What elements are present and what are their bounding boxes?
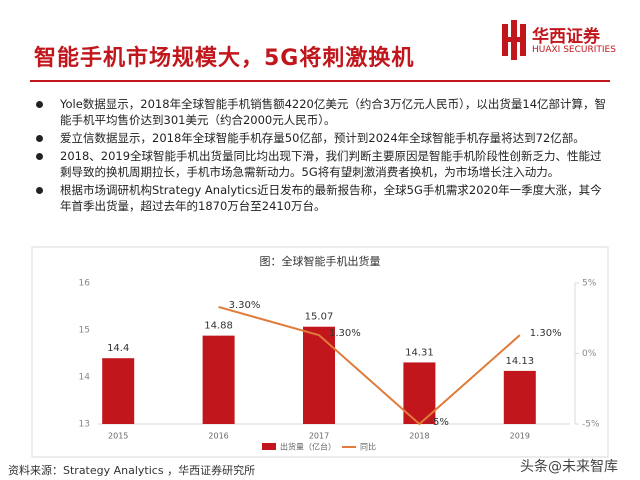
- footer: 资料来源：Strategy Analytics ，华西证券研究所: [8, 464, 256, 477]
- x-tick-label: 2017: [309, 432, 329, 441]
- logo-icon: [502, 20, 526, 60]
- x-tick-label: 2015: [108, 432, 128, 441]
- line-label: 1.30%: [329, 328, 361, 339]
- bar-label: 14.88: [204, 321, 233, 332]
- bullet: 根据市场调研机构Strategy Analytics近日发布的最新报告称，全球5…: [34, 182, 610, 214]
- bar-label: 14.13: [505, 356, 534, 367]
- y2-tick-label: 0%: [582, 349, 597, 359]
- slide-title: 智能手机市场规模大，5G将刺激换机: [34, 46, 415, 71]
- y-tick-label: 13: [79, 420, 90, 430]
- bar-label: 14.31: [405, 347, 434, 358]
- y-tick-label: 16: [79, 279, 91, 289]
- y-tick-label: 14: [79, 373, 91, 383]
- x-tick-label: 2016: [208, 432, 228, 441]
- bar: [102, 358, 135, 424]
- y2-tick-label: 5%: [582, 279, 597, 289]
- bullet: 爱立信数据显示，2018年全球智能手机存量50亿部，预计到2024年全球智能手机…: [34, 130, 610, 146]
- bar-label: 15.07: [305, 312, 334, 323]
- bar: [303, 326, 335, 424]
- watermark: 头条@未来智库: [520, 459, 618, 475]
- y2-tick-label: -5%: [582, 420, 600, 430]
- line-label: 3.30%: [229, 300, 261, 311]
- logo-subtext: HUAXI SECURITIES: [532, 45, 616, 55]
- legend-swatch: [262, 443, 276, 450]
- line-label: -5%: [429, 417, 448, 428]
- legend-label: 出货量（亿台）: [280, 442, 336, 452]
- line: [218, 306, 521, 426]
- bar: [503, 370, 536, 424]
- x-tick-label: 2018: [409, 432, 429, 441]
- x-tick-label: 2019: [510, 432, 530, 441]
- bullet: 2018、2019全球智能手机出货量同比均出现下滑，我们判断主要原因是智能手机阶…: [34, 148, 610, 180]
- bullet: Yole数据显示，2018年全球智能手机销售额4220亿美元（约合3万亿元人民币…: [34, 96, 610, 128]
- bullet-list: Yole数据显示，2018年全球智能手机销售额4220亿美元（约合3万亿元人民币…: [34, 96, 610, 216]
- y-tick-label: 15: [79, 326, 90, 336]
- bar-label: 14.4: [107, 343, 129, 354]
- line-label: 1.30%: [530, 328, 562, 339]
- logo-text: 华西证券: [532, 27, 600, 47]
- bar: [202, 335, 235, 424]
- legend-label: 同比: [360, 442, 376, 452]
- title-rule: [30, 80, 610, 82]
- chart-title: 图：全球智能手机出货量: [260, 254, 381, 268]
